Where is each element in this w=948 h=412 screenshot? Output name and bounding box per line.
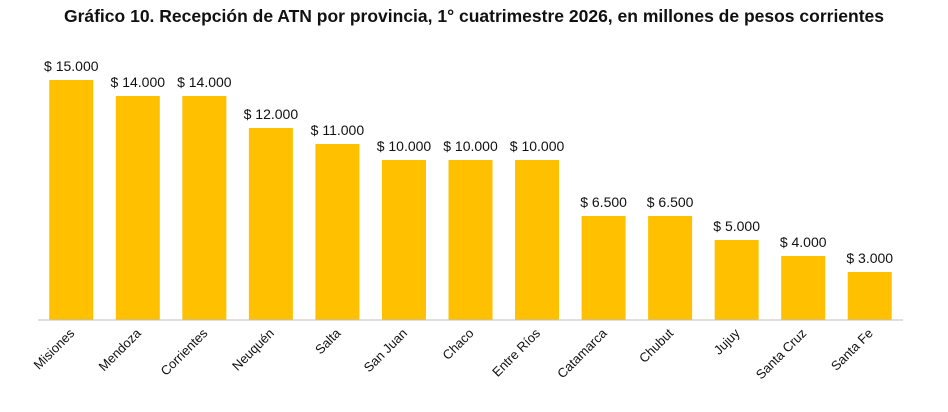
- data-label: $ 11.000: [311, 122, 365, 138]
- data-label: $ 4.000: [780, 234, 827, 250]
- bar-misiones: [49, 80, 94, 320]
- bar-jujuy: [714, 240, 759, 320]
- data-label: $ 10.000: [443, 138, 498, 154]
- bar-salta: [315, 144, 360, 320]
- data-label: $ 5.000: [713, 218, 760, 234]
- chart-title: Gráfico 10. Recepción de ATN por provinc…: [63, 6, 885, 26]
- data-label: $ 6.500: [647, 194, 694, 210]
- bar-corrientes: [182, 96, 227, 320]
- bar-neuquén: [248, 128, 293, 320]
- bar-san-juan: [381, 160, 426, 320]
- data-label: $ 14.000: [111, 74, 166, 90]
- category-label: Catamarca: [554, 325, 610, 381]
- category-label: Corrientes: [157, 325, 210, 378]
- bar-mendoza: [115, 96, 160, 320]
- category-label: San Juan: [361, 326, 410, 375]
- data-label: $ 10.000: [510, 138, 565, 154]
- category-label: Santa Fe: [828, 326, 876, 374]
- bar-santa-cruz: [781, 256, 826, 320]
- category-label: Santa Cruz: [753, 326, 810, 383]
- category-label: Neuquén: [229, 326, 277, 374]
- data-label: $ 10.000: [377, 138, 432, 154]
- category-label: Jujuy: [711, 325, 743, 357]
- data-label: $ 14.000: [177, 74, 232, 90]
- data-label: $ 15.000: [44, 58, 99, 74]
- bar-entre-ríos: [515, 160, 560, 320]
- category-label: Chubut: [636, 325, 677, 366]
- bar-catamarca: [581, 216, 626, 320]
- bar-santa-fe: [847, 272, 892, 320]
- category-label: Chaco: [439, 326, 476, 363]
- category-label: Misiones: [31, 325, 78, 372]
- data-label: $ 3.000: [846, 250, 893, 266]
- category-label: Entre Ríos: [489, 325, 543, 379]
- bar-chaco: [448, 160, 493, 320]
- bar-chubut: [648, 216, 693, 320]
- category-label: Mendoza: [96, 325, 145, 374]
- data-label: $ 6.500: [580, 194, 627, 210]
- data-label: $ 12.000: [244, 106, 299, 122]
- category-label: Salta: [312, 325, 344, 357]
